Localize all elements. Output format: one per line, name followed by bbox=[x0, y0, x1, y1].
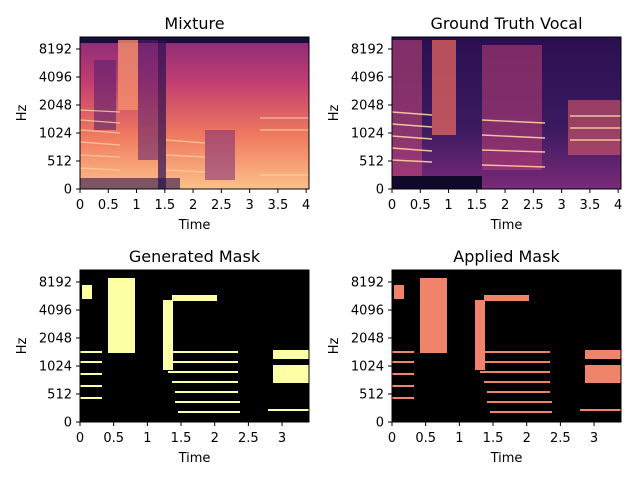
x-ticks: 0 0.5 1 1.5 2 2.5 3 bbox=[76, 422, 286, 446]
y-tick-label: 512 bbox=[47, 388, 72, 403]
y-ticks: 0 512 1024 2048 4096 8192 bbox=[39, 42, 80, 198]
x-tick-label: 1 bbox=[143, 431, 151, 446]
x-tick-label: 0.5 bbox=[415, 431, 436, 446]
x-tick-label: 1.5 bbox=[466, 198, 487, 213]
x-tick-label: 2 bbox=[523, 431, 531, 446]
x-tick-label: 2.5 bbox=[550, 431, 571, 446]
x-tick-label: 0 bbox=[388, 431, 396, 446]
mask-image bbox=[80, 270, 309, 422]
x-tick-label: 1 bbox=[444, 198, 452, 213]
y-tick-label: 2048 bbox=[39, 99, 72, 114]
y-tick-label: 2048 bbox=[351, 332, 384, 347]
y-tick-label: 4096 bbox=[39, 304, 72, 319]
y-tick-label: 0 bbox=[376, 416, 384, 431]
x-tick-label: 1.5 bbox=[483, 431, 504, 446]
axes-frame bbox=[391, 36, 622, 190]
x-tick-label: 0 bbox=[388, 198, 396, 213]
y-tick-label: 8192 bbox=[39, 275, 72, 290]
y-ticks: 0 512 1024 2048 4096 8192 bbox=[351, 275, 392, 431]
y-axis-label: Hz bbox=[15, 338, 30, 355]
y-tick-label: 0 bbox=[376, 183, 384, 198]
panel-mixture: Mixture 0 0.5 1 1.5 2 2.5 3 3.5 4 0 512 1024 2048 40… bbox=[15, 14, 310, 233]
x-tick-label: 1 bbox=[455, 431, 463, 446]
y-ticks: 0 512 1024 2048 4096 8192 bbox=[351, 42, 392, 198]
y-tick-label: 8192 bbox=[39, 42, 72, 57]
y-ticks: 0 512 1024 2048 4096 8192 bbox=[39, 275, 80, 431]
axes-frame bbox=[79, 269, 310, 423]
y-tick-label: 1024 bbox=[351, 127, 384, 142]
x-tick-label: 2.5 bbox=[523, 198, 544, 213]
y-tick-label: 512 bbox=[359, 388, 384, 403]
x-tick-label: 3 bbox=[245, 198, 253, 213]
x-ticks: 0 0.5 1 1.5 2 2.5 3 3.5 4 bbox=[388, 189, 622, 213]
x-tick-label: 2.5 bbox=[211, 198, 232, 213]
y-tick-label: 8192 bbox=[351, 275, 384, 290]
x-tick-label: 0 bbox=[76, 198, 84, 213]
panel-title: Applied Mask bbox=[453, 247, 560, 266]
x-tick-label: 4 bbox=[302, 198, 310, 213]
y-axis-label: Hz bbox=[327, 338, 342, 355]
panel-applied-mask: Applied Mask 0 0.5 1 1. bbox=[327, 247, 622, 466]
panel-title: Ground Truth Vocal bbox=[430, 14, 582, 33]
x-ticks: 0 0.5 1 1.5 2 2.5 3 bbox=[388, 422, 598, 446]
y-tick-label: 512 bbox=[47, 155, 72, 170]
x-tick-label: 1.5 bbox=[171, 431, 192, 446]
panel-title: Generated Mask bbox=[129, 247, 261, 266]
x-axis-label: Time bbox=[178, 451, 211, 466]
y-axis-label: Hz bbox=[327, 105, 342, 122]
x-tick-label: 0.5 bbox=[410, 198, 431, 213]
x-tick-label: 3.5 bbox=[268, 198, 289, 213]
x-tick-label: 2.5 bbox=[238, 431, 259, 446]
y-tick-label: 0 bbox=[64, 183, 72, 198]
x-tick-label: 0.5 bbox=[98, 198, 119, 213]
x-axis-label: Time bbox=[490, 451, 523, 466]
panel-ground-truth-vocal: Ground Truth Vocal 0 0.5 1 1.5 2 2.5 3 3.5 4 0 51… bbox=[327, 14, 622, 233]
y-tick-label: 8192 bbox=[351, 42, 384, 57]
y-axis-label: Hz bbox=[15, 105, 30, 122]
x-ticks: 0 0.5 1 1.5 2 2.5 3 3.5 4 bbox=[76, 189, 310, 213]
panel-title: Mixture bbox=[164, 14, 224, 33]
y-tick-label: 0 bbox=[64, 416, 72, 431]
y-tick-label: 1024 bbox=[351, 360, 384, 375]
x-tick-label: 3 bbox=[278, 431, 286, 446]
x-tick-label: 2 bbox=[189, 198, 197, 213]
x-tick-label: 1.5 bbox=[154, 198, 175, 213]
x-tick-label: 0.5 bbox=[103, 431, 124, 446]
x-tick-label: 1 bbox=[132, 198, 140, 213]
x-tick-label: 2 bbox=[211, 431, 219, 446]
axes-frame bbox=[79, 36, 310, 190]
y-tick-label: 1024 bbox=[39, 127, 72, 142]
mask-image bbox=[392, 270, 621, 422]
y-tick-label: 1024 bbox=[39, 360, 72, 375]
x-tick-label: 3 bbox=[557, 198, 565, 213]
x-tick-label: 2 bbox=[501, 198, 509, 213]
panel-generated-mask: Generated Mask 0 0.5 1 bbox=[15, 247, 310, 466]
y-tick-label: 4096 bbox=[351, 304, 384, 319]
y-tick-label: 2048 bbox=[351, 99, 384, 114]
x-tick-label: 3.5 bbox=[580, 198, 601, 213]
y-tick-label: 4096 bbox=[39, 71, 72, 86]
x-axis-label: Time bbox=[490, 218, 523, 233]
y-tick-label: 2048 bbox=[39, 332, 72, 347]
x-axis-label: Time bbox=[178, 218, 211, 233]
x-tick-label: 0 bbox=[76, 431, 84, 446]
y-tick-label: 4096 bbox=[351, 71, 384, 86]
x-tick-label: 3 bbox=[590, 431, 598, 446]
axes-frame bbox=[391, 269, 622, 423]
spectrogram-image bbox=[392, 37, 621, 189]
spectrogram-image bbox=[80, 37, 309, 189]
x-tick-label: 4 bbox=[614, 198, 622, 213]
y-tick-label: 512 bbox=[359, 155, 384, 170]
